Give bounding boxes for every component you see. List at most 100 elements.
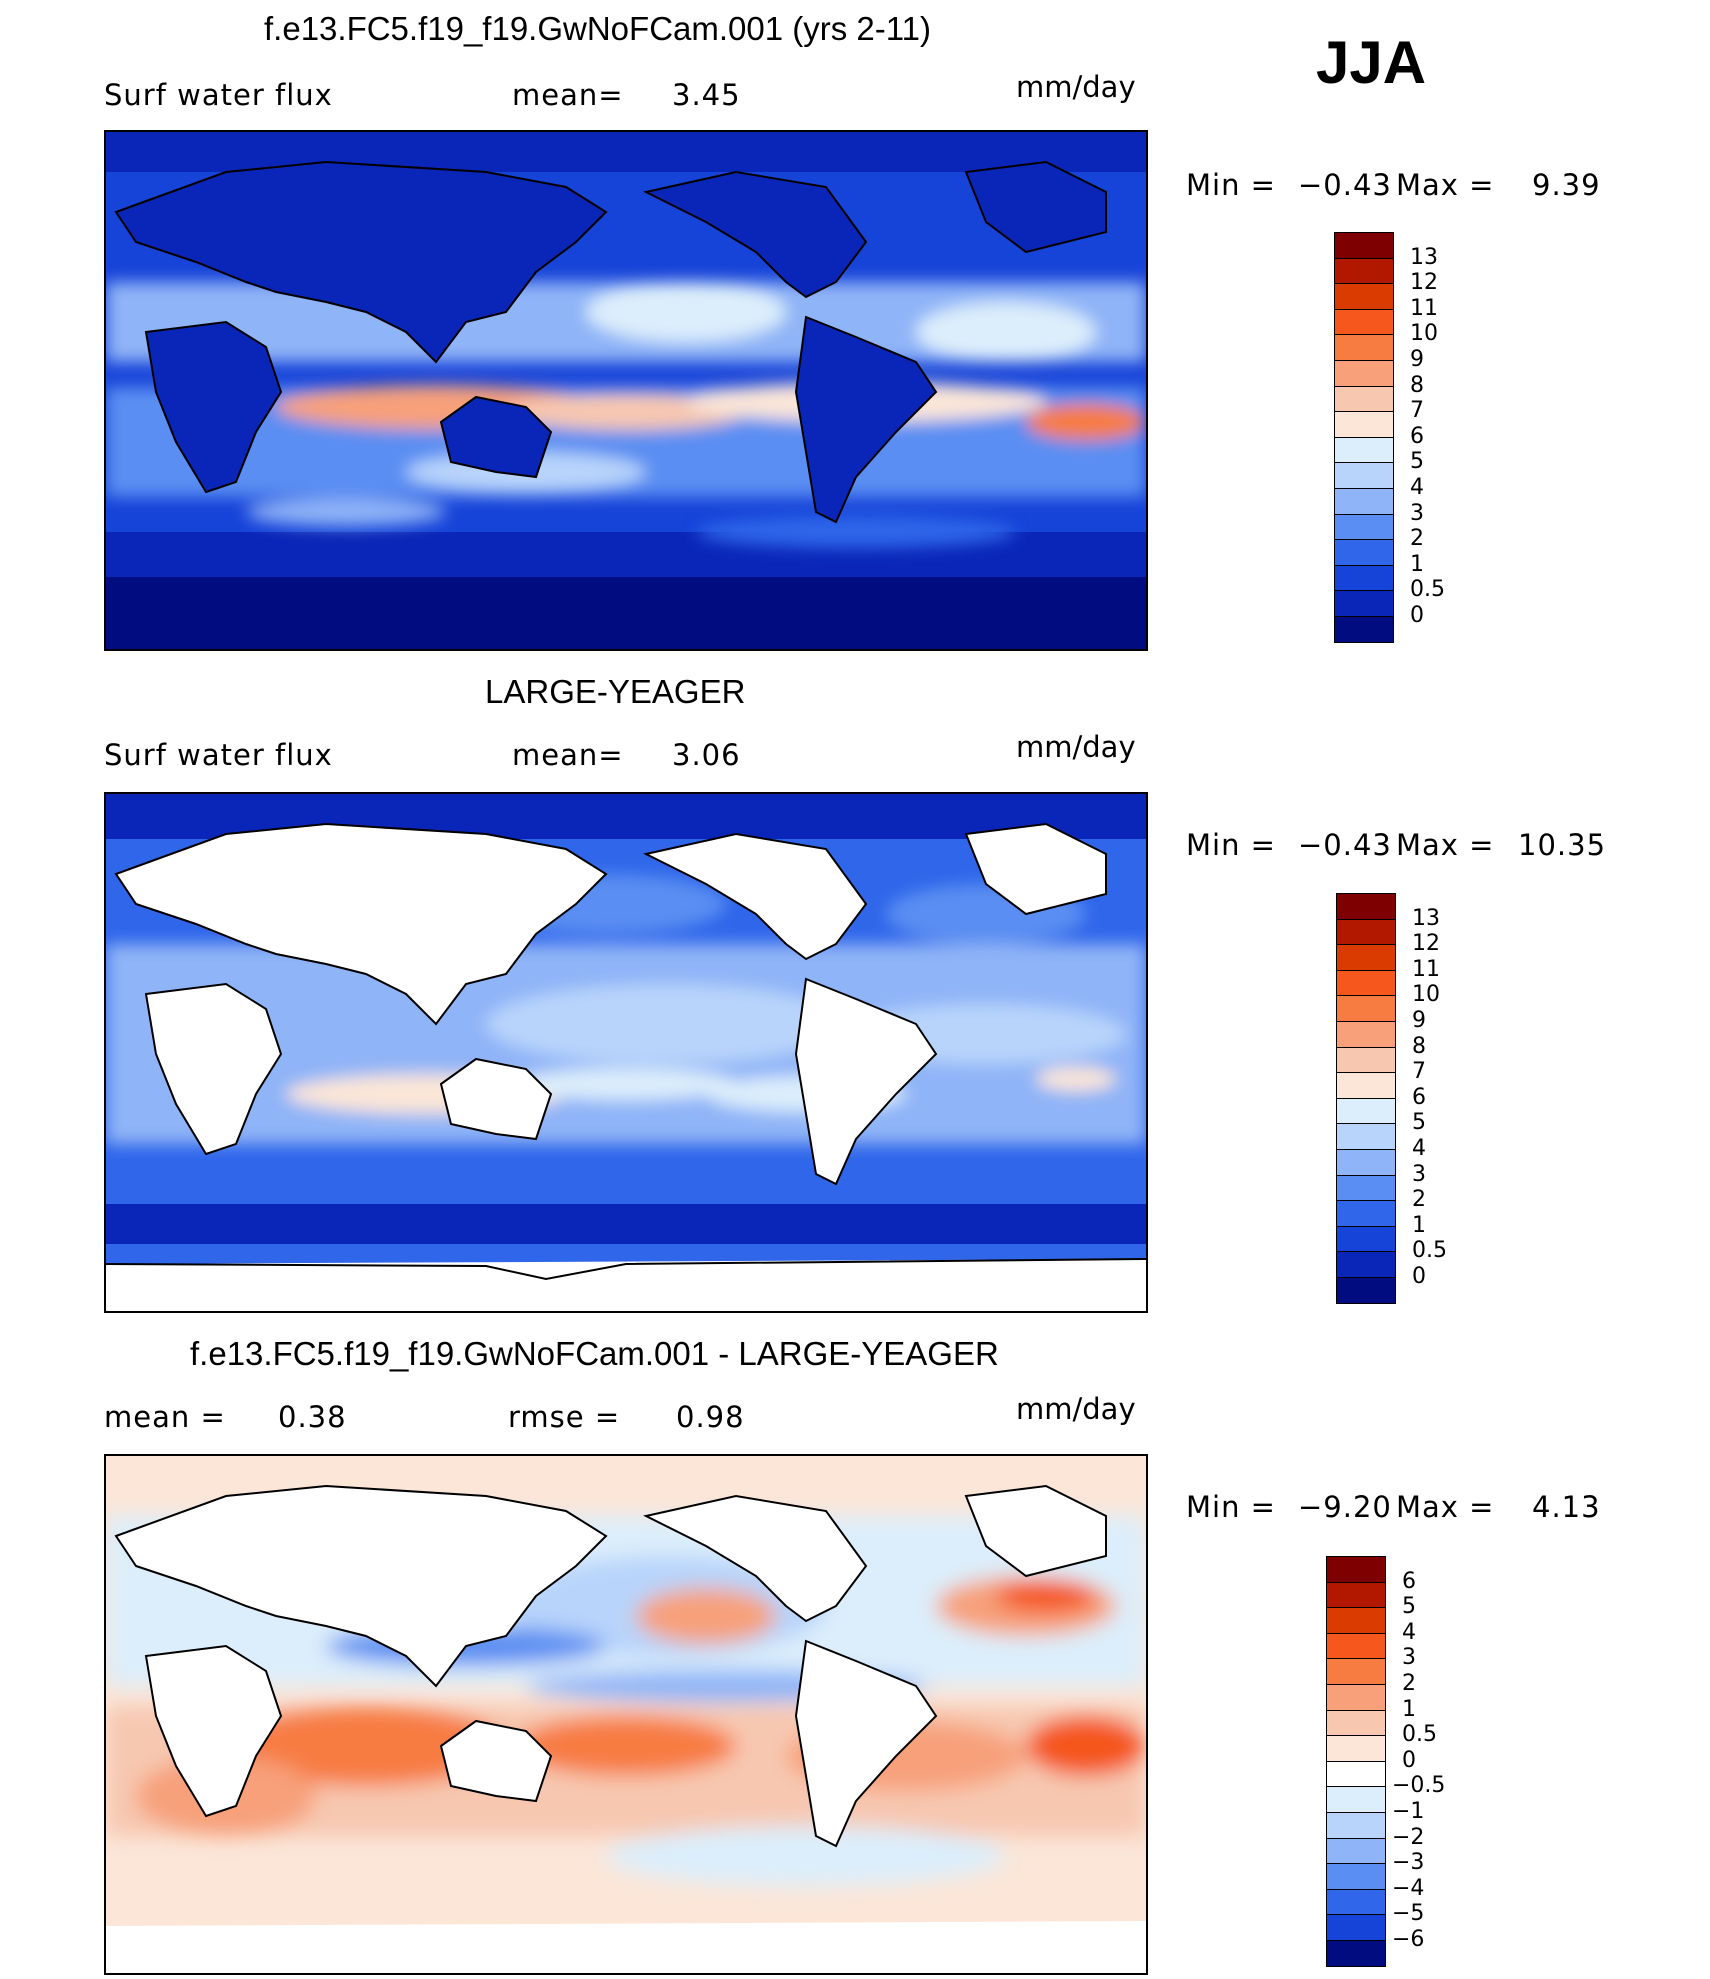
panel-max-value: 9.39 [1532,168,1601,202]
colorbar-swatch [1334,334,1394,361]
colorbar-tick-label: −4 [1392,1875,1425,1901]
colorbar-swatch [1334,488,1394,515]
colorbar-swatch [1336,1174,1396,1202]
colorbar-tick-label: 7 [1410,398,1424,424]
panel-units: mm/day [1016,730,1136,764]
panel-max-label: Max = [1396,1490,1495,1524]
panel-rmse-label: rmse = [508,1400,621,1434]
colorbar-swatch [1326,1684,1386,1711]
colorbar-tick-label: −2 [1392,1824,1425,1850]
colorbar-swatch [1336,893,1396,920]
panel-units: mm/day [1016,1392,1136,1426]
panel-rmse-value: 0.98 [676,1400,745,1434]
colorbar-tick-label: −3 [1392,1850,1425,1876]
colorbar-swatch [1326,1709,1386,1737]
panel-mean-label: mean= [512,738,624,772]
colorbar-swatch [1326,1735,1386,1762]
colorbar-swatch [1336,918,1396,946]
colorbar-tick-label: 10 [1412,982,1440,1008]
colorbar-swatch [1326,1581,1386,1609]
colorbar-swatch [1326,1837,1386,1865]
panel-title-obs: LARGE-YEAGER [485,673,746,710]
colorbar-swatch [1326,1786,1386,1813]
panel-field-label: Surf water flux [104,738,333,772]
colorbar-tick-label: 8 [1410,372,1424,398]
colorbar-tick-label: 2 [1412,1187,1426,1213]
colorbar-swatch [1336,944,1396,971]
colorbar-tick-label: 5 [1410,449,1424,475]
colorbar-tick-label: 11 [1412,956,1440,982]
colorbar-swatch [1326,1556,1386,1583]
panel-min-value: −0.43 [1298,168,1392,202]
map-diff-svg [106,1456,1146,1973]
colorbar-swatch [1334,616,1394,643]
map-control [104,130,1148,651]
colorbar-tick-label: 2 [1410,526,1424,552]
colorbar-tick-label: 0 [1402,1747,1416,1773]
panel-mean-value: 3.45 [672,78,741,112]
colorbar-swatch [1326,1607,1386,1634]
colorbar-tick-label: 0.5 [1402,1722,1437,1748]
colorbar-tick-label: 13 [1410,244,1438,270]
panel-max-label: Max = [1396,168,1495,202]
colorbar-swatch [1336,1046,1396,1074]
colorbar-swatch [1334,308,1394,336]
colorbar-tick-label: 7 [1412,1059,1426,1085]
colorbar-swatch [1326,1658,1386,1685]
colorbar-swatch [1334,411,1394,438]
colorbar-tick-label: 8 [1412,1033,1426,1059]
colorbar-swatch [1336,1072,1396,1099]
colorbar-swatch [1326,1863,1386,1890]
colorbar-tick-label: −1 [1392,1799,1425,1824]
colorbar-swatch [1336,1097,1396,1125]
map-obs-svg [106,794,1146,1311]
colorbar-tick-label: 3 [1410,500,1424,526]
colorbar-swatch [1336,1251,1396,1278]
colorbar-swatch [1326,1760,1386,1788]
colorbar-tick-label: 11 [1410,295,1438,321]
colorbar-swatch [1334,360,1394,387]
colorbar-tick-label: 4 [1402,1619,1416,1645]
colorbar-swatch [1336,995,1396,1022]
panel-mean-value: 3.06 [672,738,741,772]
colorbar-tick-label: 0 [1412,1264,1426,1289]
panel-min-value: −9.20 [1298,1490,1392,1524]
panel-diff-mean-label: mean = [104,1400,226,1434]
colorbar-tick-label: 4 [1412,1136,1426,1161]
colorbar-tick-label: 9 [1412,1008,1426,1033]
panel-title-diff: f.e13.FC5.f19_f19.GwNoFCam.001 - LARGE-Y… [190,1335,999,1372]
colorbar-tick-label: 2 [1402,1671,1416,1696]
colorbar-swatch [1336,1225,1396,1253]
colorbar-swatch [1334,232,1394,259]
colorbar-tick-label: 1 [1412,1212,1426,1238]
colorbar-swatch [1326,1632,1386,1660]
colorbar-swatch [1334,462,1394,489]
colorbar-tick-label: 5 [1412,1110,1426,1136]
colorbar-swatch [1336,1200,1396,1227]
colorbar-swatch [1336,1149,1396,1176]
map-diff [104,1454,1148,1975]
colorbar-swatch [1326,1914,1386,1941]
colorbar-tick-label: 0 [1410,603,1424,628]
colorbar-swatch [1334,539,1394,566]
colorbar-tick-label: 6 [1410,423,1424,449]
panel-min-value: −0.43 [1298,828,1392,862]
colorbar-tick-label: 6 [1402,1568,1416,1594]
panel-max-value: 4.13 [1532,1490,1601,1524]
colorbar-tick-label: 10 [1410,321,1438,347]
panel-max-label: Max = [1396,828,1495,862]
colorbar-swatch [1326,1888,1386,1916]
panel-min-label: Min = [1186,1490,1276,1524]
colorbar-tick-label: 6 [1412,1084,1426,1110]
map-control-svg [106,132,1146,649]
colorbar-swatch [1334,513,1394,541]
colorbar-swatch [1334,436,1394,464]
colorbar-swatch [1326,1812,1386,1839]
colorbar-tick-label: 9 [1410,347,1424,372]
panel-min-label: Min = [1186,828,1276,862]
colorbar-tick-label: 4 [1410,475,1424,500]
panel-field-label: Surf water flux [104,78,333,112]
colorbar-tick-label: 0.5 [1412,1238,1447,1264]
panel-units: mm/day [1016,70,1136,104]
colorbar-tick-label: 1 [1402,1696,1416,1722]
